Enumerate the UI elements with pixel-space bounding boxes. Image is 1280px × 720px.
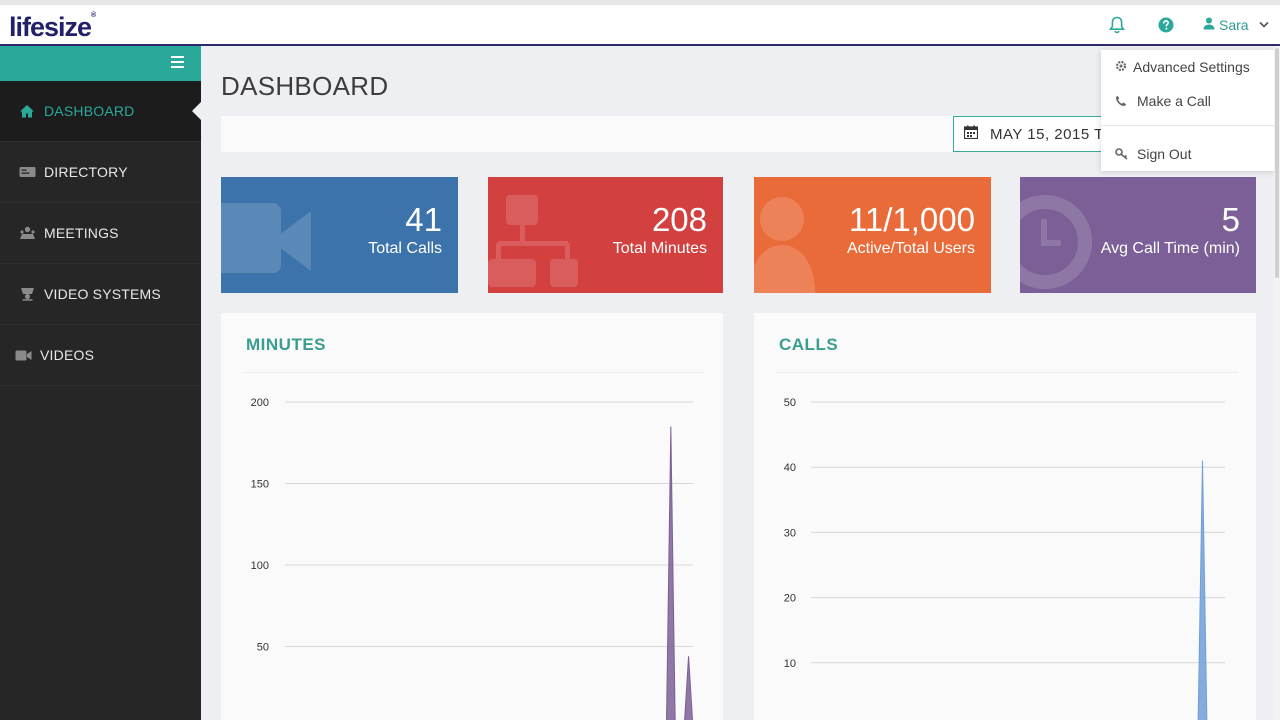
scrollbar-thumb[interactable]	[1275, 48, 1279, 278]
calls-chart-panel: CALLS 50 40 30 20 10	[754, 313, 1256, 720]
y-tick-label: 150	[251, 479, 269, 491]
chart-title: MINUTES	[246, 335, 326, 354]
home-icon	[18, 104, 36, 118]
sidebar-item-label: VIDEOS	[40, 347, 95, 363]
stat-value: 5	[1221, 201, 1240, 238]
sidebar: DASHBOARD DIRECTORY MEETINGS VIDEO SYSTE…	[0, 46, 201, 720]
user-name: Sara	[1219, 17, 1249, 33]
window-top-edge	[0, 0, 1280, 5]
chevron-down-icon	[1259, 20, 1269, 31]
panel-divider	[243, 372, 705, 373]
y-tick-label: 40	[784, 462, 796, 474]
page-scrollbar[interactable]	[1274, 46, 1280, 720]
minutes-chart: 200 150 100 50	[251, 397, 694, 720]
make-a-call-menu-item[interactable]: Make a Call	[1115, 91, 1211, 111]
sidebar-item-label: DIRECTORY	[44, 164, 128, 180]
video-camera-icon	[14, 348, 32, 362]
y-tick-label: 20	[784, 593, 796, 605]
stat-label: Total Calls	[368, 240, 442, 257]
y-tick-label: 100	[251, 560, 269, 572]
sidebar-item-meetings[interactable]: MEETINGS	[0, 203, 201, 264]
date-range-picker[interactable]: MAY 15, 2015 T	[953, 116, 1113, 152]
series-area	[666, 426, 694, 720]
stat-value: 41	[405, 201, 442, 238]
sidebar-item-label: VIDEO SYSTEMS	[44, 286, 161, 302]
sidebar-item-label: MEETINGS	[44, 225, 119, 241]
advanced-settings-menu-item[interactable]: Advanced Settings	[1115, 57, 1250, 77]
y-tick-label: 200	[251, 397, 269, 409]
hierarchy-icon	[488, 193, 583, 293]
sidebar-item-directory[interactable]: DIRECTORY	[0, 142, 201, 203]
y-tick-label: 50	[257, 642, 269, 654]
sidebar-header	[0, 46, 201, 81]
stat-avg-call-time: 5 Avg Call Time (min)	[1020, 177, 1256, 293]
menu-item-label: Advanced Settings	[1133, 59, 1250, 75]
help-icon[interactable]	[1156, 15, 1176, 35]
hamburger-menu-icon[interactable]	[171, 56, 184, 68]
sidebar-item-dashboard[interactable]: DASHBOARD	[0, 81, 201, 142]
stat-value: 11/1,000	[848, 201, 975, 238]
stat-total-calls: 41 Total Calls	[221, 177, 458, 293]
y-tick-label: 50	[784, 397, 796, 409]
series-area	[1197, 460, 1208, 720]
key-icon	[1115, 148, 1131, 160]
y-tick-label: 30	[784, 527, 796, 539]
stat-value: 208	[651, 201, 707, 238]
minutes-chart-panel: MINUTES 200 150 100 50	[221, 313, 723, 720]
clock-icon	[1020, 193, 1100, 293]
page-title: DASHBOARD	[221, 71, 389, 101]
logo-text: lifesize	[9, 12, 92, 42]
menu-item-label: Sign Out	[1137, 146, 1192, 162]
user-icon	[754, 193, 834, 293]
sidebar-item-label: DASHBOARD	[44, 103, 135, 119]
sidebar-item-videos[interactable]: VIDEOS	[0, 325, 201, 386]
stat-label: Avg Call Time (min)	[1100, 240, 1240, 257]
user-dropdown-menu: Advanced Settings Make a Call Sign Out	[1101, 50, 1276, 171]
video-camera-icon	[221, 193, 321, 288]
user-menu-toggle[interactable]: Sara	[1203, 15, 1269, 35]
sign-out-menu-item[interactable]: Sign Out	[1115, 144, 1191, 164]
bell-icon[interactable]	[1107, 15, 1127, 35]
date-range-value: MAY 15, 2015 T	[990, 125, 1104, 143]
video-system-icon	[18, 287, 36, 301]
sidebar-item-video-systems[interactable]: VIDEO SYSTEMS	[0, 264, 201, 325]
stat-label: Total Minutes	[612, 240, 707, 257]
address-card-icon	[18, 165, 36, 179]
stat-label: Active/Total Users	[846, 240, 975, 257]
lifesize-logo[interactable]: lifesize®	[9, 12, 96, 43]
calls-chart: 50 40 30 20 10	[784, 397, 1225, 720]
calendar-icon	[963, 125, 979, 143]
stat-active-total-users: 11/1,000 Active/Total Users	[754, 177, 991, 293]
logo-registered-mark: ®	[91, 12, 96, 19]
menu-divider	[1101, 125, 1276, 126]
gear-icon	[1115, 59, 1127, 75]
user-icon	[1203, 17, 1215, 33]
chart-title: CALLS	[779, 335, 839, 354]
phone-icon	[1115, 95, 1131, 107]
menu-item-label: Make a Call	[1137, 93, 1211, 109]
top-navbar: lifesize® Sara	[0, 0, 1280, 46]
panel-divider	[776, 372, 1238, 373]
stat-total-minutes: 208 Total Minutes	[488, 177, 723, 293]
meetings-icon	[18, 226, 36, 240]
y-tick-label: 10	[784, 658, 796, 670]
